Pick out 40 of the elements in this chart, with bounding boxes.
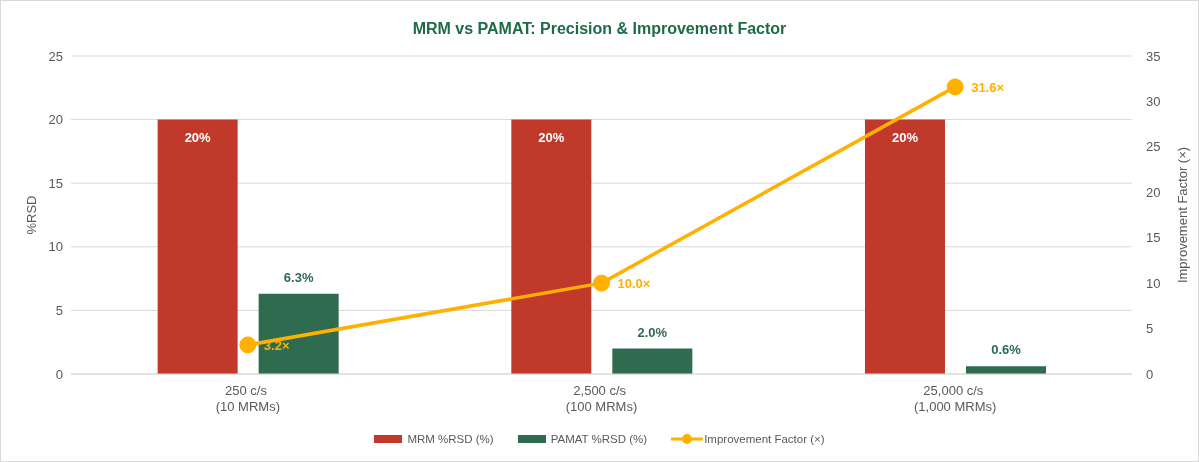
point [593, 274, 610, 292]
bar [864, 119, 945, 374]
y-tick-label: 20 [48, 112, 63, 128]
y2-tick-label: 0 [1146, 366, 1154, 382]
y2-tick-label: 35 [1146, 48, 1161, 64]
data-label: 20% [184, 129, 212, 145]
data-label: 20% [891, 129, 919, 145]
bar [965, 366, 1046, 374]
y-axis-title: %RSD [24, 195, 39, 235]
y-tick-label: 5 [55, 303, 63, 319]
point [239, 336, 257, 354]
y-tick-label: 0 [55, 366, 63, 382]
data-label: 0.6% [991, 342, 1022, 358]
y2-tick-label: 10 [1146, 275, 1161, 291]
data-label: 20% [538, 129, 565, 145]
bar [258, 293, 339, 374]
data-label: 10.0× [617, 276, 651, 292]
y2-axis-title: Improvement Factor (×) [1175, 146, 1190, 284]
y-tick-label: 15 [48, 175, 63, 191]
data-label: 6.3% [283, 269, 314, 285]
x-tick-label: 2,500 c/s (100 MRMs) [565, 383, 638, 414]
data-label: 31.6× [971, 79, 1005, 95]
bar [157, 119, 238, 374]
legend-label: Improvement Factor (×) [704, 433, 825, 445]
legend-label: MRM %RSD (%) [407, 433, 494, 445]
bar [612, 348, 693, 374]
bar [511, 119, 592, 374]
legend-label: PAMAT %RSD (%) [550, 433, 648, 445]
x-tick-label: 25,000 c/s (1,000 MRMs) [913, 383, 997, 414]
y2-tick-label: 30 [1146, 94, 1161, 110]
chart-title: MRM vs PAMAT: Precision & Improvement Factor [411, 20, 788, 38]
y-tick-label: 25 [48, 48, 63, 64]
x-tick-label: 250 c/s (10 MRMs) [215, 383, 280, 414]
data-label: 2.0% [637, 324, 668, 340]
y2-tick-label: 15 [1146, 230, 1161, 246]
y2-tick-label: 5 [1146, 321, 1154, 337]
y-tick-label: 10 [48, 239, 63, 255]
y2-tick-label: 20 [1146, 184, 1161, 200]
point [946, 78, 964, 96]
y2-tick-label: 25 [1146, 139, 1161, 155]
